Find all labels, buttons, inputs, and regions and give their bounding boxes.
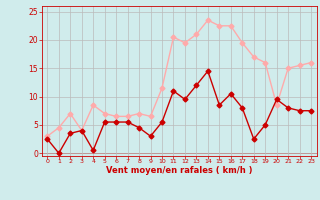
X-axis label: Vent moyen/en rafales ( km/h ): Vent moyen/en rafales ( km/h ) (106, 166, 252, 175)
